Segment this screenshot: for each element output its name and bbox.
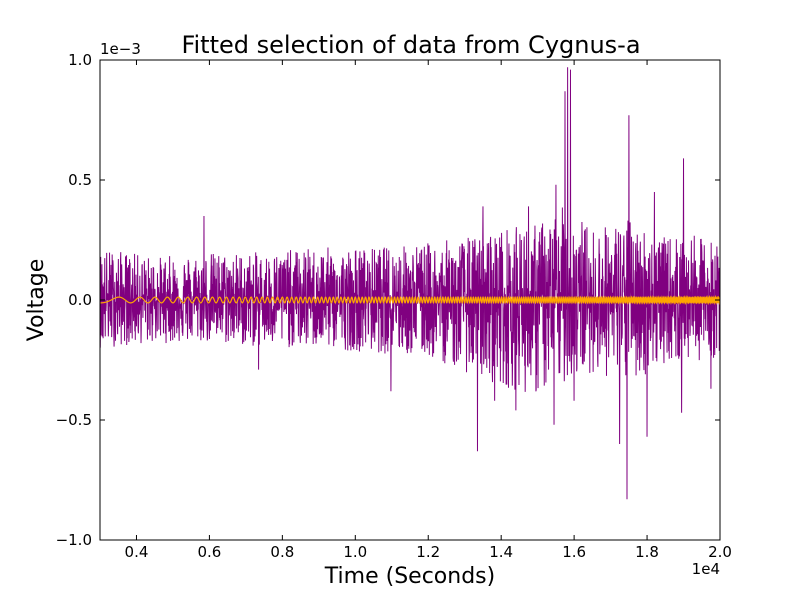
y-axis-label: Voltage: [24, 259, 49, 342]
x-tick-label: 1.2: [416, 543, 440, 561]
y-tick-label: −1.0: [56, 531, 92, 549]
x-tick-label: 0.4: [125, 543, 149, 561]
y-tick-label: 1.0: [68, 51, 92, 69]
x-tick-label: 1.6: [562, 543, 586, 561]
x-axis: 0.4 0.6 0.8 1.0 1.2 1.4 1.6 1.8 2.0: [125, 60, 732, 561]
y-tick-label: 0.0: [68, 291, 92, 309]
x-tick-label: 1.0: [343, 543, 367, 561]
chart-title: Fitted selection of data from Cygnus-a: [181, 31, 640, 59]
x-tick-label: 1.8: [635, 543, 659, 561]
x-axis-label: Time (Seconds): [324, 564, 495, 589]
x-tick-label: 2.0: [708, 543, 732, 561]
x-tick-label: 0.8: [270, 543, 294, 561]
plot-area: [100, 67, 720, 500]
y-offset-label: 1e−3: [100, 40, 141, 58]
series-signal-line: [100, 67, 720, 500]
x-offset-label: 1e4: [692, 560, 720, 578]
y-tick-label: −0.5: [56, 411, 92, 429]
x-tick-label: 0.6: [197, 543, 221, 561]
y-axis: 1.0 0.5 0.0 −0.5 −1.0: [56, 51, 720, 549]
y-tick-label: 0.5: [68, 171, 92, 189]
series-fit-line: [100, 294, 720, 306]
x-tick-label: 1.4: [489, 543, 513, 561]
